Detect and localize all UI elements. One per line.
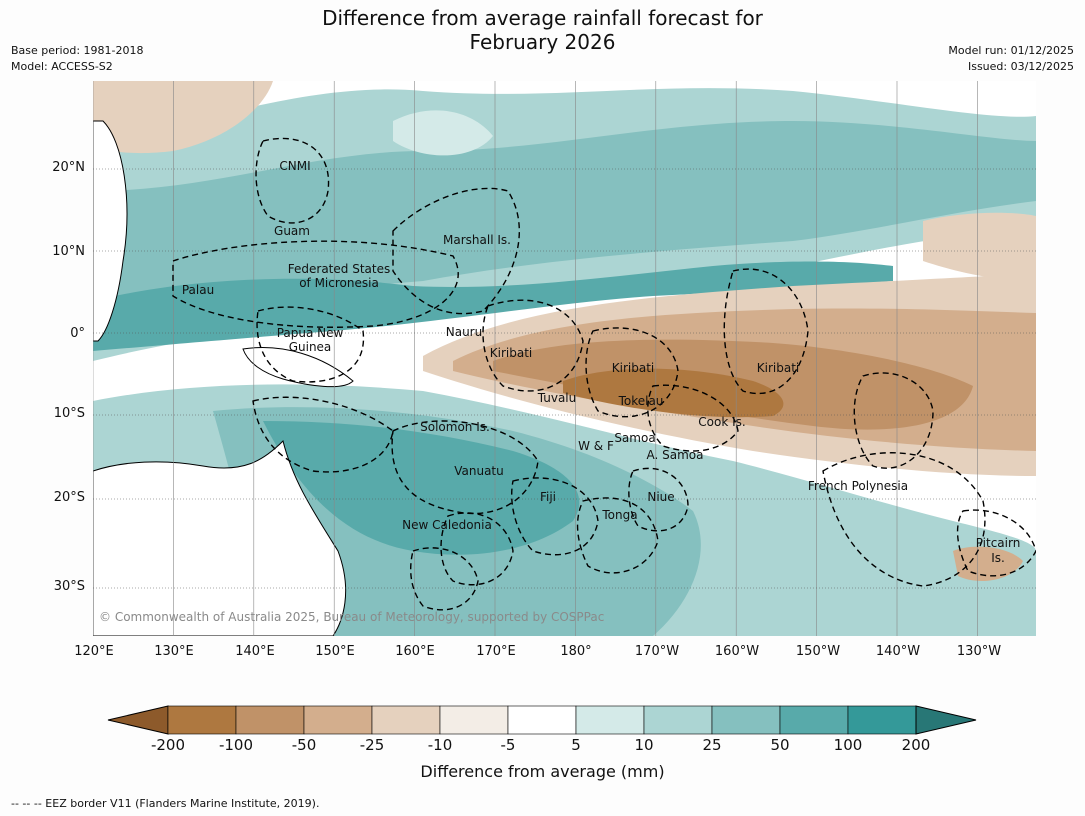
title-line-2: February 2026 [469,30,616,54]
dry-patch-northwest [93,81,273,154]
colorbar-extend-low [107,705,169,735]
colorbar-bin-11 [847,705,917,735]
lon-label-160e: 160°E [395,644,435,659]
label-new-caledonia: New Caledonia [402,518,492,532]
dry-tongue-core [563,368,784,418]
lon-label-150w: 150°W [795,644,841,659]
model-run: Model run: 01/12/2025 [948,44,1074,57]
rainfall-map: CNMI Guam Marshall Is. Federated States … [93,81,1036,636]
latitude-lines [93,168,1036,589]
meta-right: Model run: 01/12/2025 Issued: 03/12/2025 [948,43,1074,75]
issued-date: Issued: 03/12/2025 [967,60,1074,73]
model-name: Model: ACCESS-S2 [11,60,113,73]
colorbar-tick-label: 5 [571,736,581,754]
wet-band-north-light [393,110,493,156]
label-kiribati-east: Kiribati [757,361,799,375]
label-tonga: Tonga [601,508,637,522]
lon-label-170e: 170°E [476,644,516,659]
base-period: Base period: 1981-2018 [11,44,144,57]
lat-label-20s: 20°S [53,490,85,505]
dry-patch-ne [923,212,1036,281]
label-kiribati-central: Kiribati [612,361,654,375]
colorbar-tick-label: -50 [291,736,317,754]
lon-label-130w: 130°W [956,644,1002,659]
lat-label-0: 0° [70,326,85,341]
colorbar-bin-9 [711,705,781,735]
label-pitcairn-line1: Pitcairn [976,536,1021,550]
label-palau: Palau [182,283,214,297]
label-png-line1: Papua New [277,326,344,340]
label-tokelau: Tokelau [618,394,664,408]
wet-band-south-core [263,421,580,555]
label-png-line2: Guinea [289,340,332,354]
label-nauru: Nauru [446,325,482,339]
philippines-land [93,120,128,342]
eez-borders [172,137,1036,611]
colorbar-tick-label: -100 [218,736,254,754]
colorbar-tick-label: -25 [359,736,385,754]
lat-label-20n: 20°N [52,160,85,175]
colorbar-bin-1 [167,705,237,735]
wet-band-equatorial [93,261,893,351]
lon-label-170w: 170°W [634,644,680,659]
png-land [242,347,354,388]
colorbar-tick-label: -10 [427,736,453,754]
colorbar-bin-2 [235,705,305,735]
copyright-credit: © Commonwealth of Australia 2025, Bureau… [99,610,604,624]
colorbar-title: Difference from average (mm) [420,762,665,781]
lat-label-10n: 10°N [52,244,85,259]
colorbar-tick-label: -5 [500,736,516,754]
graticule [93,81,978,636]
label-tuvalu: Tuvalu [537,391,577,405]
colorbar-tick-label: 100 [833,736,863,754]
lon-label-150e: 150°E [315,644,355,659]
label-pitcairn-line2: Is. [991,551,1005,565]
label-french-polynesia: French Polynesia [808,479,908,493]
meta-left: Base period: 1981-2018 Model: ACCESS-S2 [11,43,143,75]
wet-band-north-core [93,121,1036,331]
title-line-1: Difference from average rainfall forecas… [322,6,763,30]
colorbar-bin-6 [507,705,577,735]
label-samoa: Samoa [614,431,655,445]
lon-label-120e: 120°E [74,644,114,659]
label-kiribati-west: Kiribati [490,346,532,360]
label-solomon-is: Solomon Is. [420,420,490,434]
lat-label-30s: 30°S [53,579,85,594]
colorbar-bin-4 [371,705,441,735]
colorbar-tick-label: 200 [901,736,931,754]
colorbar-bin-7 [575,705,645,735]
label-cook-is: Cook Is. [698,415,745,429]
chart-title: Difference from average rainfall forecas… [0,6,1085,54]
label-marshall-is: Marshall Is. [443,233,511,247]
label-wallis-futuna: W & F [578,439,614,453]
colorbar-bin-10 [779,705,849,735]
label-guam: Guam [274,224,310,238]
lon-label-130e: 130°E [154,644,194,659]
colorbar-tick-label: 10 [634,736,654,754]
colorbar-bin-3 [303,705,373,735]
label-fiji: Fiji [540,490,556,504]
colorbar [107,705,977,735]
colorbar-tick-label: 25 [702,736,722,754]
colorbar-tick-label: 50 [770,736,790,754]
lon-label-160w: 160°W [714,644,760,659]
label-vanuatu: Vanuatu [454,464,504,478]
colorbar-bin-5 [439,705,509,735]
colorbar-tick-label: -200 [150,736,186,754]
label-fsm-line1: Federated States [288,262,390,276]
eez-footnote: -- -- -- EEZ border V11 (Flanders Marine… [11,797,320,810]
label-fsm-line2: of Micronesia [299,276,379,290]
australia-land [93,440,347,636]
colorbar-bin-8 [643,705,713,735]
label-cnmi: CNMI [279,159,310,173]
lon-label-180: 180° [560,644,592,659]
label-american-samoa: A. Samoa [647,448,704,462]
lat-label-10s: 10°S [53,406,85,421]
lon-label-140w: 140°W [875,644,921,659]
label-niue: Niue [647,490,674,504]
lon-label-140e: 140°E [235,644,275,659]
colorbar-extend-high [915,705,977,735]
